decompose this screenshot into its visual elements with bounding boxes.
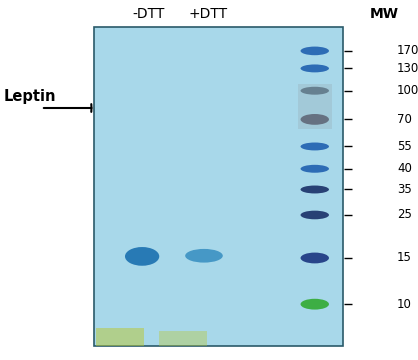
Ellipse shape [185,249,223,262]
Text: 70: 70 [397,113,412,126]
Text: 25: 25 [397,208,412,221]
Ellipse shape [301,253,329,264]
Ellipse shape [301,299,329,310]
Ellipse shape [301,165,329,173]
Bar [94,27,343,346]
Bar [298,84,332,129]
Ellipse shape [301,87,329,95]
Text: 100: 100 [397,84,418,97]
Text: -DTT: -DTT [132,8,165,21]
Text: 15: 15 [397,252,412,265]
Bar [159,331,207,346]
Text: 40: 40 [397,162,412,175]
Text: 170: 170 [397,44,418,57]
Text: +DTT: +DTT [189,8,228,21]
Ellipse shape [301,211,329,219]
Text: 10: 10 [397,298,412,311]
Ellipse shape [301,185,329,193]
Ellipse shape [301,46,329,55]
Ellipse shape [301,64,329,72]
Text: Leptin: Leptin [3,89,56,104]
Text: 55: 55 [397,140,412,153]
Text: 130: 130 [397,62,418,75]
Ellipse shape [125,247,159,266]
Text: MW: MW [370,8,399,21]
Ellipse shape [301,114,329,125]
Text: 35: 35 [397,183,412,196]
Bar [96,328,144,346]
Ellipse shape [301,143,329,150]
